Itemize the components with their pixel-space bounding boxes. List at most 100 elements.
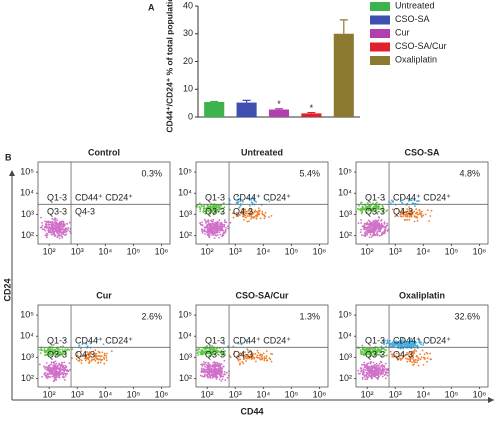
event-dot — [255, 200, 258, 203]
event-dot — [381, 209, 384, 212]
event-dot — [81, 355, 84, 358]
event-dot — [200, 351, 203, 353]
event-dot — [381, 367, 384, 370]
event-dot — [203, 230, 206, 232]
event-dot — [46, 348, 49, 351]
event-dot — [408, 206, 411, 208]
event-dot — [381, 370, 384, 373]
event-dot — [88, 354, 91, 357]
event-dot — [411, 340, 414, 343]
bar — [236, 102, 257, 117]
event-dot — [219, 204, 222, 207]
event-dot — [217, 221, 220, 224]
event-dot — [213, 237, 216, 240]
event-dot — [68, 362, 71, 365]
event-dot — [61, 224, 64, 227]
event-dot — [232, 353, 235, 355]
event-dot — [214, 353, 216, 356]
event-dot — [60, 233, 63, 236]
event-dot — [263, 356, 266, 358]
event-dot — [220, 371, 223, 374]
event-dot — [67, 226, 70, 229]
event-dot — [47, 365, 50, 367]
event-dot — [418, 209, 421, 212]
event-dot — [252, 353, 255, 356]
event-dot — [426, 352, 429, 355]
event-dot — [210, 367, 213, 370]
annotation: * — [310, 103, 314, 113]
event-dot — [237, 359, 240, 362]
y-tick-label: 10² — [179, 373, 192, 383]
event-dot — [46, 373, 49, 376]
event-dot — [223, 206, 226, 209]
event-dot — [59, 369, 61, 372]
event-dot — [94, 359, 97, 362]
event-dot — [400, 352, 403, 355]
x-axis-label: CD44 — [240, 406, 263, 416]
event-dot — [379, 207, 382, 210]
event-dot — [69, 368, 71, 371]
y-tick-label: 0 — [188, 111, 193, 121]
event-dot — [256, 354, 259, 357]
y-tick-label: 10² — [339, 373, 352, 383]
quadrant-label: Q1-3 — [365, 336, 385, 346]
event-dot — [54, 360, 57, 363]
quadrant-label: Q1-3 — [47, 336, 67, 346]
event-dot — [395, 207, 398, 210]
event-dot — [370, 366, 373, 369]
event-dot — [221, 210, 224, 213]
event-dot — [220, 226, 223, 228]
event-dot — [378, 362, 381, 365]
event-dot — [383, 348, 386, 351]
event-dot — [55, 367, 58, 370]
event-dot — [243, 213, 246, 216]
event-dot — [372, 367, 374, 370]
event-dot — [373, 230, 376, 233]
event-dot — [206, 233, 209, 236]
x-tick-label: 10⁶ — [313, 246, 327, 256]
event-dot — [407, 341, 410, 344]
y-axis-label: CD24 — [2, 278, 12, 301]
event-dot — [264, 357, 267, 360]
event-dot — [64, 350, 67, 353]
event-dot — [369, 372, 372, 375]
event-dot — [218, 236, 220, 239]
event-dot — [87, 357, 90, 359]
event-dot — [377, 207, 380, 210]
event-dot — [368, 371, 370, 374]
event-dot — [398, 355, 400, 358]
plot-frame — [37, 161, 171, 245]
event-dot — [224, 229, 227, 231]
event-dot — [214, 205, 217, 207]
event-dot — [377, 228, 380, 230]
event-dot — [62, 233, 65, 236]
event-dot — [215, 223, 218, 225]
event-dot — [207, 362, 210, 365]
event-dot — [63, 372, 66, 375]
event-dot — [63, 370, 66, 373]
event-dot — [80, 362, 83, 364]
event-dot — [414, 205, 416, 207]
event-dot — [51, 223, 54, 226]
event-dot — [368, 220, 371, 223]
event-dot — [105, 352, 108, 355]
event-dot — [64, 348, 67, 351]
event-dot — [426, 360, 428, 363]
quadrant-label: Q4-3 — [75, 350, 95, 360]
event-dot — [419, 213, 422, 216]
event-dot — [253, 216, 256, 218]
event-dot — [420, 341, 423, 344]
event-dot — [58, 233, 61, 236]
event-dot — [248, 197, 251, 200]
event-dot — [208, 211, 211, 214]
event-dot — [50, 361, 53, 364]
event-dot — [383, 221, 386, 224]
event-dot — [211, 205, 214, 208]
event-dot — [245, 339, 247, 342]
event-dot — [212, 361, 215, 364]
event-dot — [375, 362, 378, 365]
event-dot — [206, 224, 209, 227]
event-dot — [368, 205, 371, 208]
event-dot — [61, 348, 64, 351]
event-dot — [102, 356, 105, 359]
